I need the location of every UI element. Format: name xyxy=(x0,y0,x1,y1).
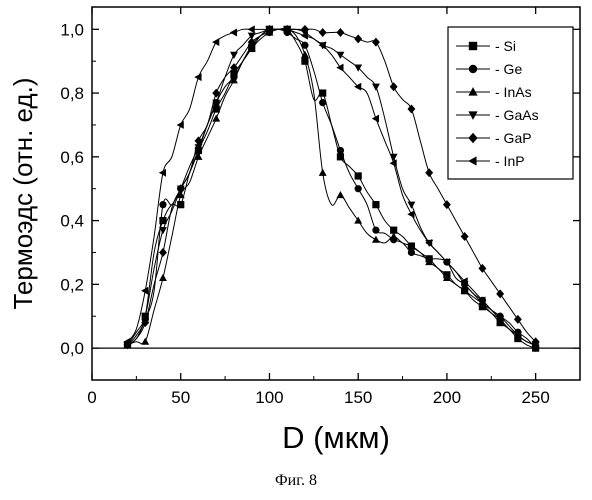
data-point-gap xyxy=(425,168,433,177)
y-tick-label: 0,2 xyxy=(60,275,84,294)
data-point-gaas xyxy=(407,202,415,209)
legend-label-inp: - InP xyxy=(495,153,525,169)
legend-label-gap: - GaP xyxy=(495,130,532,146)
legend-label-ge: - Ge xyxy=(495,61,522,77)
data-point-si xyxy=(159,217,166,224)
data-point-gaas xyxy=(336,52,344,59)
data-point-inp xyxy=(407,210,414,218)
legend-label-gaas: - GaAs xyxy=(495,107,539,123)
legend-label-inas: - InAs xyxy=(495,84,532,100)
x-tick-label: 200 xyxy=(433,388,461,407)
data-point-ge xyxy=(159,201,166,208)
x-tick-label: 150 xyxy=(344,388,372,407)
y-tick-label: 0,0 xyxy=(60,339,84,358)
data-point-gap xyxy=(319,28,327,37)
y-axis-title: Термоэдс (отн. ед.) xyxy=(8,78,38,310)
legend-label-si: - Si xyxy=(495,38,516,54)
x-tick-label: 100 xyxy=(255,388,283,407)
data-point-inas xyxy=(372,236,380,243)
data-point-ge xyxy=(337,147,344,154)
data-point-inas xyxy=(354,216,362,223)
data-point-gaas xyxy=(230,52,238,59)
data-point-si xyxy=(355,172,362,179)
legend-marker-si xyxy=(469,42,477,50)
data-point-gaas xyxy=(372,84,380,91)
x-axis-title: D (мкм) xyxy=(282,420,390,455)
data-point-inp xyxy=(230,29,237,37)
data-point-gap xyxy=(390,82,398,91)
data-point-gap xyxy=(478,264,486,273)
data-point-gap xyxy=(336,28,344,37)
data-point-ge xyxy=(301,42,308,49)
y-tick-label: 0,4 xyxy=(60,212,84,231)
data-point-si xyxy=(301,58,308,65)
data-point-si xyxy=(177,201,184,208)
y-tick-label: 0,8 xyxy=(60,84,84,103)
data-point-si xyxy=(337,153,344,160)
data-point-gap xyxy=(354,34,362,43)
legend-marker-ge xyxy=(469,65,477,73)
legend: - Si - Ge - InAs - GaAs - GaP - InP xyxy=(448,27,573,179)
data-point-inas xyxy=(141,338,149,345)
data-point-inp xyxy=(336,64,343,72)
data-point-inp xyxy=(248,25,255,33)
data-point-inp xyxy=(212,38,219,46)
data-point-gap xyxy=(407,105,415,114)
x-tick-label: 250 xyxy=(521,388,549,407)
data-point-si xyxy=(372,201,379,208)
data-point-inas xyxy=(319,169,327,176)
data-point-inas xyxy=(336,191,344,198)
data-point-inas xyxy=(159,274,167,281)
data-point-gap xyxy=(461,232,469,241)
data-point-gap xyxy=(372,38,380,47)
y-tick-label: 1,0 xyxy=(60,20,84,39)
data-point-gap xyxy=(443,200,451,209)
y-tick-label: 0,6 xyxy=(60,148,84,167)
x-tick-label: 50 xyxy=(171,388,190,407)
data-point-ge xyxy=(372,227,379,234)
data-point-gap xyxy=(177,184,185,193)
data-point-ge xyxy=(319,99,326,106)
x-tick-label: 0 xyxy=(87,388,96,407)
data-point-ge xyxy=(355,185,362,192)
data-point-ge xyxy=(408,249,415,256)
data-point-gap xyxy=(159,248,167,257)
data-point-si xyxy=(319,89,326,96)
figure-caption: Фиг. 8 xyxy=(0,472,592,490)
